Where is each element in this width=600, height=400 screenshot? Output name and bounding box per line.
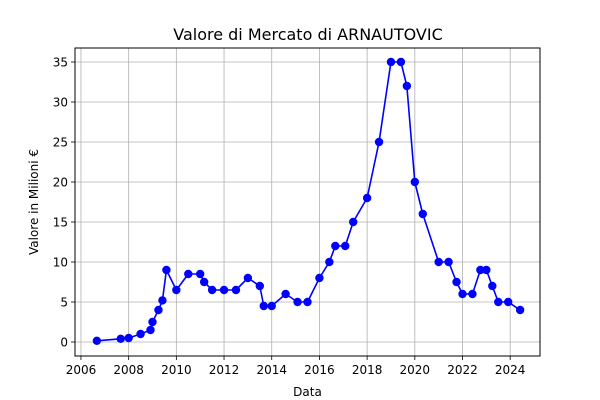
- grid: [75, 48, 540, 356]
- data-point: [331, 241, 340, 251]
- data-point: [452, 277, 461, 287]
- x-tick-label: 2020: [400, 363, 431, 377]
- x-tick-label: 2024: [495, 363, 526, 377]
- data-point: [494, 297, 503, 307]
- data-point: [199, 277, 209, 287]
- y-axis: 0 5 10 15 20 25 30 35: [53, 56, 75, 350]
- data-point: [243, 273, 253, 283]
- data-point: [116, 334, 125, 343]
- data-point: [504, 297, 513, 307]
- data-point: [184, 269, 193, 279]
- data-point: [362, 193, 372, 203]
- data-point: [303, 297, 312, 307]
- data-point: [402, 81, 412, 91]
- plot-frame: [74, 47, 541, 357]
- data-point: [154, 305, 163, 315]
- data-point: [488, 281, 497, 291]
- y-tick-label: 20: [53, 176, 68, 190]
- data-point: [396, 57, 406, 67]
- x-tick-label: 2006: [66, 363, 97, 377]
- data-point: [259, 301, 268, 311]
- x-tick-label: 2012: [209, 363, 240, 377]
- data-point: [293, 297, 302, 307]
- data-point: [231, 285, 241, 295]
- data-point: [146, 325, 155, 335]
- data-point: [162, 265, 171, 275]
- data-point: [281, 289, 290, 299]
- data-point: [410, 177, 420, 187]
- x-tick-label: 2008: [113, 363, 144, 377]
- data-point: [148, 317, 157, 327]
- x-axis: 2006 2008 2010 2012 2014 2016 2018 2020 2022 2024: [66, 356, 526, 377]
- data-point: [434, 257, 443, 267]
- data-point: [476, 265, 485, 275]
- data-point: [325, 257, 334, 267]
- y-tick-label: 15: [53, 216, 68, 230]
- series-layer: [92, 57, 525, 345]
- data-point: [458, 289, 467, 299]
- data-point: [349, 217, 358, 227]
- data-point: [267, 301, 276, 311]
- data-point: [374, 137, 384, 147]
- x-tick-label: 2022: [447, 363, 478, 377]
- data-point: [136, 329, 145, 339]
- data-point: [172, 285, 181, 295]
- data-point: [444, 257, 453, 267]
- series-line: [96, 61, 521, 342]
- data-point: [158, 296, 167, 305]
- x-axis-title: Data: [293, 385, 322, 399]
- data-point: [418, 209, 427, 219]
- data-point: [468, 289, 477, 299]
- y-tick-label: 35: [53, 56, 68, 70]
- x-tick-label: 2014: [256, 363, 287, 377]
- data-point: [515, 305, 525, 315]
- y-tick-label: 10: [53, 256, 68, 270]
- x-tick-label: 2016: [304, 363, 335, 377]
- data-point: [92, 336, 102, 345]
- data-point: [482, 265, 491, 275]
- data-point: [341, 241, 350, 251]
- data-point: [195, 269, 205, 279]
- chart-title: Valore di Mercato di ARNAUTOVIC: [173, 25, 443, 44]
- y-tick-label: 25: [53, 136, 68, 150]
- data-point: [207, 285, 217, 295]
- y-tick-label: 30: [53, 96, 68, 110]
- data-point: [315, 273, 324, 283]
- data-point: [124, 333, 133, 343]
- y-tick-label: 5: [60, 296, 68, 310]
- data-point: [386, 57, 396, 67]
- data-point: [219, 285, 229, 295]
- data-point: [255, 281, 265, 291]
- y-axis-title: Valore in Milioni €: [27, 149, 41, 255]
- y-tick-label: 0: [60, 336, 68, 350]
- x-tick-label: 2018: [352, 363, 383, 377]
- x-tick-label: 2010: [161, 363, 192, 377]
